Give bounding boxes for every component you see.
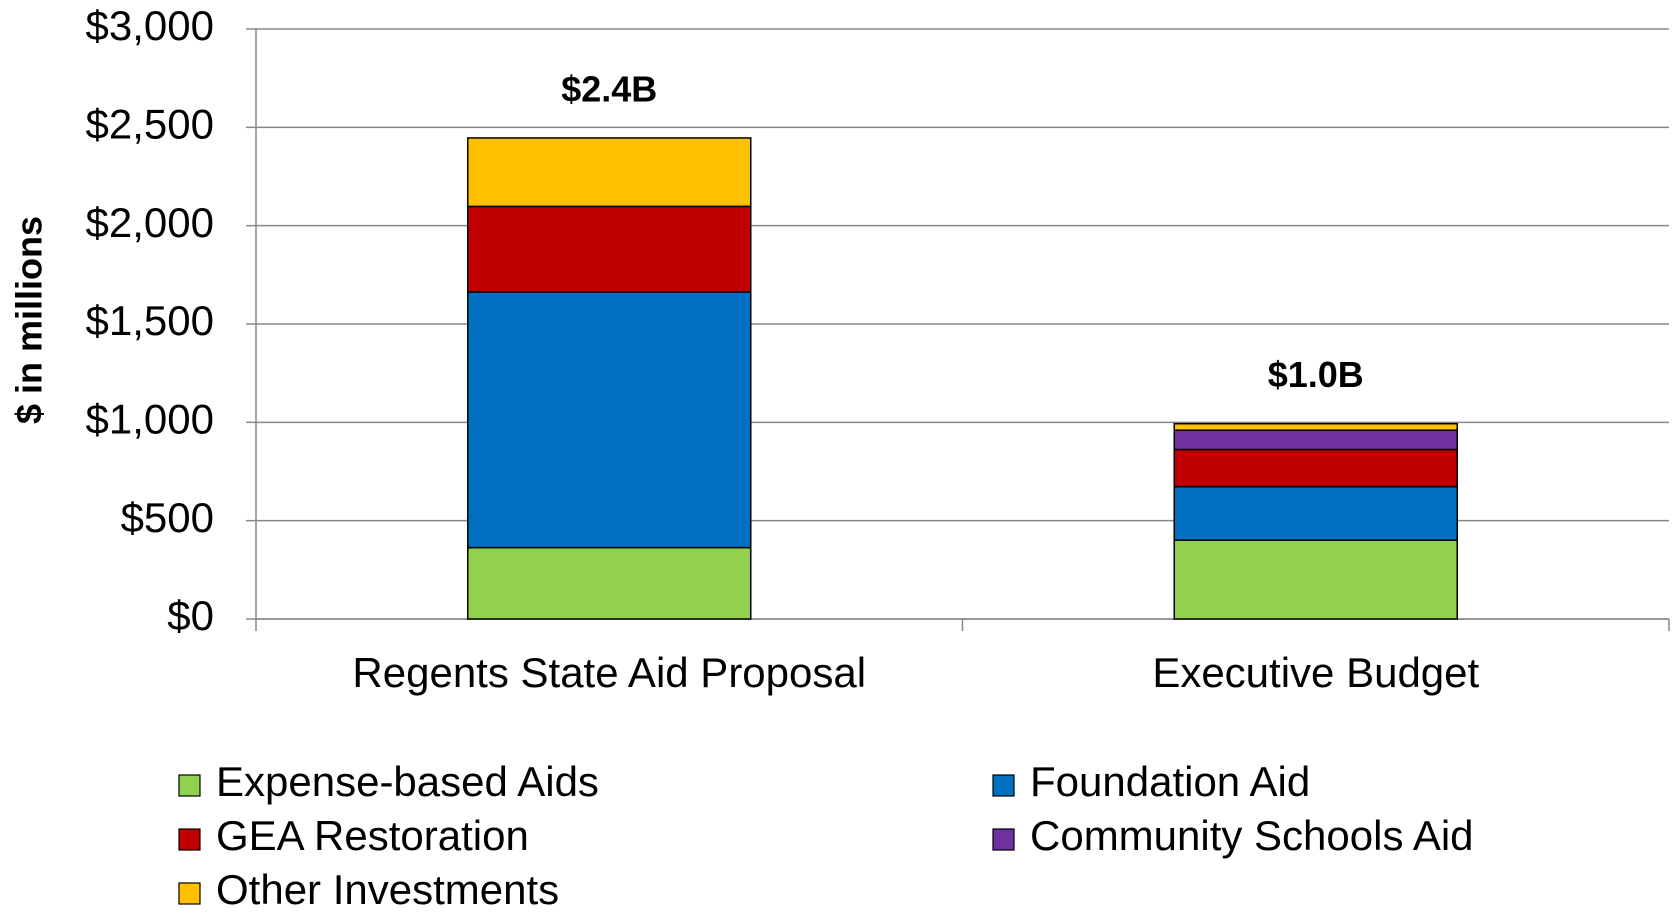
total-label: $1.0B	[1268, 354, 1364, 395]
y-tick-label: $3,000	[86, 2, 214, 49]
y-tick-label: $1,000	[86, 395, 214, 442]
total-label: $2.4B	[561, 68, 657, 109]
legend-swatch	[992, 774, 1015, 797]
y-tick-label: $2,500	[86, 100, 214, 147]
legend-label: Other Investments	[216, 866, 559, 913]
bar-segment	[467, 137, 752, 208]
y-tick-label: $1,500	[86, 297, 214, 344]
legend-swatch	[992, 828, 1015, 851]
y-tick-label: $2,000	[86, 199, 214, 246]
bar-segment	[1173, 429, 1458, 451]
legend-label: GEA Restoration	[216, 812, 529, 859]
legend-swatch	[178, 828, 201, 851]
bar-segment	[467, 205, 752, 293]
bar-segment	[1173, 422, 1458, 431]
legend-swatch	[178, 774, 201, 797]
x-tick-label: Executive Budget	[1152, 649, 1479, 696]
y-tick-label: $0	[167, 592, 214, 639]
bar-segment	[467, 291, 752, 549]
bar-segment	[1173, 448, 1458, 488]
bar-segment	[467, 546, 752, 620]
y-tick-label: $500	[121, 494, 214, 541]
x-tick-label: Regents State Aid Proposal	[352, 649, 866, 696]
legend-label: Foundation Aid	[1030, 758, 1310, 805]
y-axis-title: $ in millions	[9, 216, 50, 424]
bar-segment	[1173, 485, 1458, 541]
legend-label: Expense-based Aids	[216, 758, 599, 805]
legend-label: Community Schools Aid	[1030, 812, 1474, 859]
legend-swatch	[178, 882, 201, 905]
bar-segment	[1173, 539, 1458, 620]
